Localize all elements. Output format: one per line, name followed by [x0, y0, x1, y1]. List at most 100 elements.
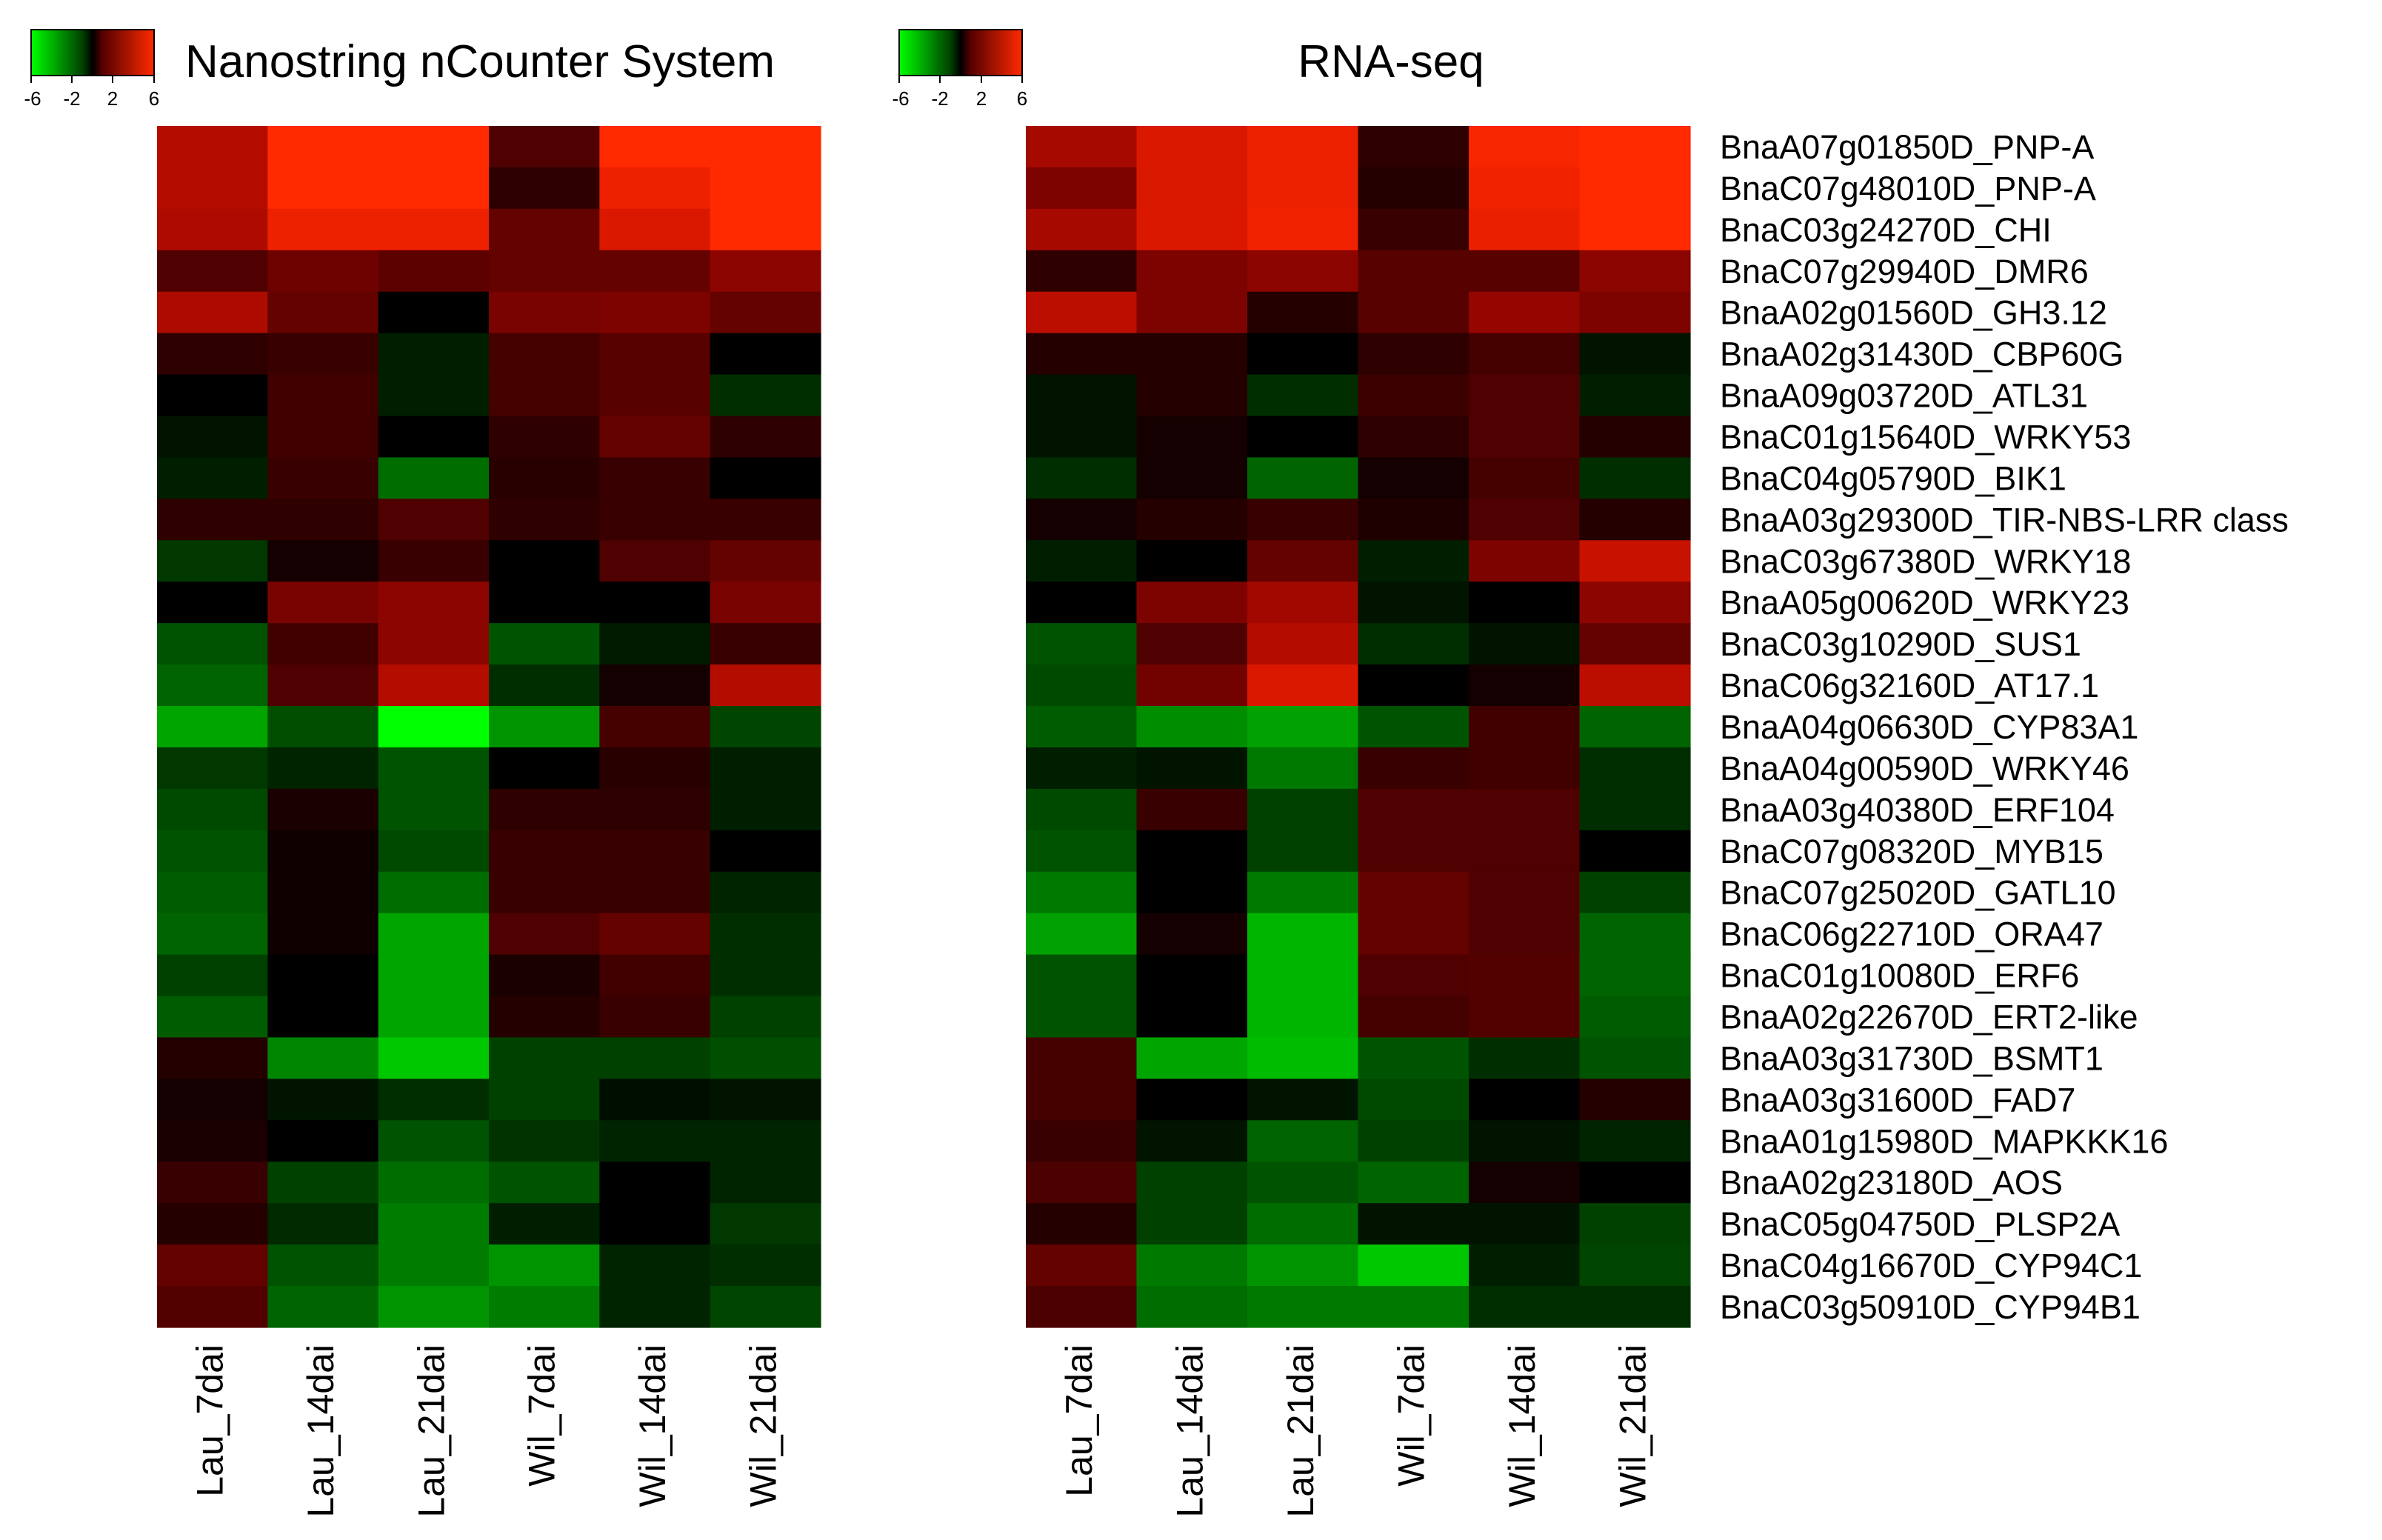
heatmap-cell: [710, 996, 821, 1039]
heatmap-cell: [1136, 333, 1248, 376]
heatmap-cell: [378, 1037, 490, 1080]
heatmap-cell: [157, 1120, 268, 1162]
heatmap-cell: [710, 250, 821, 293]
heatmap-cell: [1247, 126, 1359, 168]
sample-label: Lau_14dai: [1169, 1344, 1210, 1518]
heatmap-cell: [1579, 1244, 1691, 1287]
heatmap-cell: [1026, 416, 1138, 459]
sample-label: Wil_21dai: [1612, 1344, 1653, 1507]
heatmap-cell: [157, 167, 268, 210]
heatmap-cell: [1469, 1286, 1581, 1328]
heatmap-cell: [489, 1286, 600, 1328]
heatmap-cell: [489, 954, 600, 997]
heatmap-cell: [1136, 291, 1248, 334]
heatmap-cell: [1579, 250, 1691, 293]
heatmap-cell: [599, 871, 711, 914]
heatmap-cell: [1579, 126, 1691, 168]
heatmap-cell: [378, 291, 490, 334]
heatmap-cell: [1026, 788, 1138, 831]
heatmap-cell: [599, 747, 711, 790]
heatmap-cell: [1247, 1286, 1359, 1328]
heatmap-cell: [1136, 581, 1248, 624]
heatmap-cell: [1247, 830, 1359, 873]
heatmap-cell: [1247, 1079, 1359, 1121]
heatmap-cell: [1469, 167, 1581, 210]
heatmap-cell: [1579, 1037, 1691, 1080]
heatmap-cell: [1469, 954, 1581, 997]
heatmap-cell: [1247, 250, 1359, 293]
heatmap-cell: [599, 1203, 711, 1245]
heatmap-cell: [1247, 1161, 1359, 1204]
heatmap-cell: [710, 623, 821, 665]
color-key-nanostring: -6 -2 2 6: [24, 29, 159, 110]
heatmap-cell: [378, 913, 490, 956]
heatmap-cell: [1026, 830, 1138, 873]
heatmap-cell: [599, 208, 711, 251]
heatmap-cell: [378, 374, 490, 417]
heatmap-cell: [378, 1120, 490, 1162]
heatmap-cell: [1247, 664, 1359, 707]
gene-label: BnaA02g22670D_ERT2-like: [1720, 999, 2138, 1036]
heatmap-cell: [489, 457, 600, 499]
heatmap-cell: [1136, 706, 1248, 748]
heatmap-cell: [489, 581, 600, 624]
heatmap-cell: [1358, 1244, 1469, 1287]
heatmap-cell: [1247, 1120, 1359, 1162]
sample-labels: Lau_7dai Lau_14dai Lau_21dai Wil_7dai Wil_14…: [190, 1344, 1654, 1518]
heatmap-cell: [157, 1079, 268, 1121]
sample-label: Wil_7dai: [521, 1344, 563, 1487]
heatmap-cell: [1358, 623, 1469, 665]
heatmap-cell: [599, 167, 711, 210]
heatmap-cell: [710, 499, 821, 541]
heatmap-cell: [1247, 167, 1359, 210]
heatmap-cell: [157, 416, 268, 459]
heatmap-cell: [489, 706, 600, 748]
heatmap-cell: [1026, 208, 1138, 251]
sample-label: Wil_14dai: [632, 1344, 673, 1507]
heatmap-cell: [489, 167, 600, 210]
heatmap-cell: [1026, 623, 1138, 665]
heatmap-cell: [599, 291, 711, 334]
heatmap-cell: [1579, 664, 1691, 707]
heatmap-cell: [1579, 167, 1691, 210]
heatmap-cell: [710, 1203, 821, 1245]
heatmap-cell: [1136, 167, 1248, 210]
heatmap-cell: [599, 1037, 711, 1080]
heatmap-cell: [267, 416, 379, 459]
heatmap-cell: [267, 499, 379, 541]
heatmap-cell: [1358, 788, 1469, 831]
heatmap-cell: [1026, 333, 1138, 376]
heatmap-cell: [1579, 1120, 1691, 1162]
heatmap-cell: [1579, 499, 1691, 541]
heatmap-cell: [1358, 291, 1469, 334]
heatmap-cell: [1469, 1079, 1581, 1121]
heatmap-cell: [1469, 1244, 1581, 1287]
heatmap-cell: [157, 747, 268, 790]
sample-label: Lau_21dai: [410, 1344, 452, 1518]
heatmap-cell: [1358, 540, 1469, 582]
heatmap-cell: [378, 581, 490, 624]
heatmap-cell: [378, 706, 490, 748]
heatmap-cell: [1026, 291, 1138, 334]
heatmap-cell: [599, 1079, 711, 1121]
heatmap-cell: [267, 788, 379, 831]
heatmap-cell: [1358, 954, 1469, 997]
heatmap-cell: [1358, 1286, 1469, 1328]
heatmap-cell: [1247, 623, 1359, 665]
heatmap-cell: [599, 1244, 711, 1287]
heatmap-cell: [710, 581, 821, 624]
heatmap-cell: [599, 540, 711, 582]
color-key-tick: -6: [24, 87, 41, 110]
heatmap-cell: [489, 1161, 600, 1204]
color-key-tick: 6: [1017, 87, 1027, 110]
heatmap-cell: [1469, 623, 1581, 665]
heatmap-cell: [378, 830, 490, 873]
heatmap-cell: [1358, 126, 1469, 168]
heatmap-cell: [1358, 706, 1469, 748]
heatmap-cell: [489, 1203, 600, 1245]
gene-label: BnaC03g24270D_CHI: [1720, 211, 2052, 249]
heatmap-cell: [1469, 250, 1581, 293]
heatmap-cell: [1579, 706, 1691, 748]
heatmap-cell: [1026, 374, 1138, 417]
heatmap-cell: [1469, 1161, 1581, 1204]
